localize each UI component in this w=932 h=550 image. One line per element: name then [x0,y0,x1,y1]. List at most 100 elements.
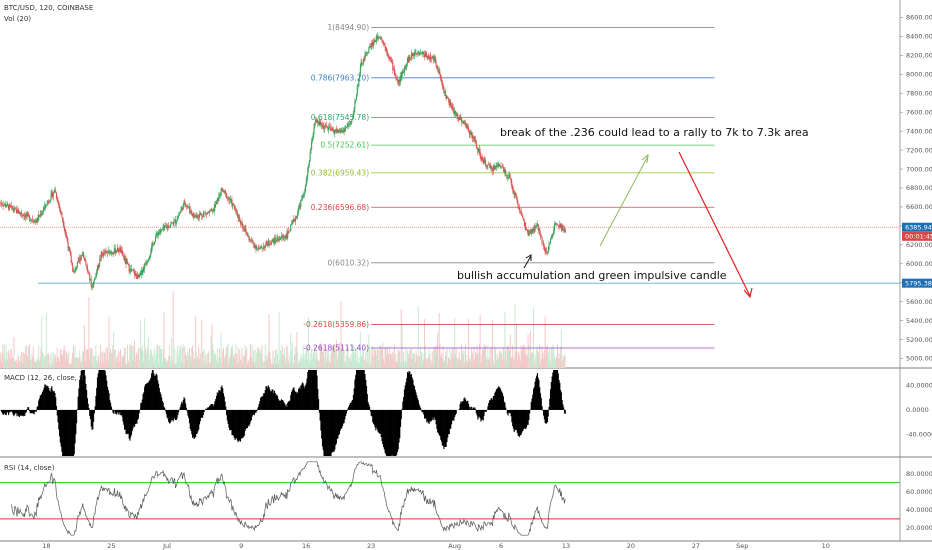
candle-body [154,237,157,242]
candle-body [382,41,384,42]
candle-body [495,165,497,168]
volume-bar [116,357,118,368]
macd-histogram-bar [297,392,299,410]
candle-body [215,201,218,205]
macd-histogram-bar [66,409,68,456]
volume-bar [94,356,96,368]
macd-histogram-bar [92,409,94,430]
volume-bar [250,356,252,368]
macd-histogram-bar [85,383,87,410]
candle-body [341,131,343,133]
macd-histogram-bar [77,396,79,410]
volume-bar [456,358,458,368]
volume-bar [393,354,395,368]
volume-bar [417,356,419,368]
candle-body [447,97,450,100]
macd-histogram-bar [177,409,179,416]
candle-body [556,223,558,225]
macd-histogram-bar [275,395,277,410]
price-tick-label: 6000.00 [906,260,932,268]
candle-body [106,251,108,253]
volume-bar [59,361,61,368]
macd-histogram-bar [120,409,122,416]
macd-histogram-bar [442,409,444,446]
candle-body [218,195,220,201]
macd-histogram-bar [482,409,484,421]
volume-bar [110,353,112,368]
volume-bar [334,344,336,368]
candle-body [214,204,216,208]
volume-bar [166,361,168,368]
volume-bar [132,360,134,368]
candle-body [443,87,445,93]
volume-bar [471,347,473,368]
volume-bar [378,361,380,368]
volume-bar [494,345,496,368]
candle-body [454,111,457,114]
volume-bar [440,353,442,368]
volume-bar [422,353,424,368]
volume-bar [382,342,384,368]
candle-body [183,201,185,204]
volume-bar [240,360,242,368]
macd-histogram-bar [268,387,270,410]
candle-body [76,267,78,270]
macd-histogram-bar [441,409,443,446]
volume-bar [497,359,499,368]
candle-body [209,210,211,213]
volume-bar [96,362,98,368]
volume-bar [364,360,366,368]
rsi-tick-label: 20.0000 [906,524,932,532]
candle-body [48,201,50,203]
volume-bar [472,359,474,368]
macd-histogram-bar [384,409,386,453]
candle-body [460,116,462,119]
candle-body [539,234,542,236]
volume-bar [229,354,231,368]
volume-bar [126,363,128,368]
macd-histogram-bar [36,406,38,410]
macd-histogram-bar [134,409,136,427]
volume-bar [228,363,230,368]
macd-histogram-bar [7,409,9,412]
macd-histogram-bar [404,385,406,410]
volume-bar [45,357,47,368]
candle-body [501,166,503,168]
macd-histogram-bar [277,399,279,410]
volume-bar [288,355,290,368]
volume-bar [236,362,238,368]
macd-histogram-bar [498,387,501,410]
candle-body [437,68,439,71]
volume-bar [71,358,73,368]
macd-histogram-bar [238,409,240,441]
volume-bar [39,356,41,368]
candle-body [41,213,43,216]
candle-body [406,63,408,67]
volume-bar [311,358,313,368]
candle-body [233,203,235,206]
macd-histogram-bar [321,409,324,447]
candle-body [416,53,418,54]
macd-histogram-bar [183,397,185,410]
macd-histogram-bar [90,409,92,427]
candle-body [120,250,122,253]
candle-body [253,242,255,245]
volume-bar [20,354,22,368]
macd-histogram-bar [203,409,205,412]
volume-bar [313,352,315,368]
volume-bar [105,347,107,368]
macd-histogram-bar [387,409,389,456]
volume-bar [115,361,117,368]
volume-bar [498,350,500,368]
candle-body [239,217,241,221]
candle-body [117,247,119,252]
volume-bar [420,346,422,368]
candle-body [46,202,48,206]
candle-body [79,257,81,261]
candle-body [213,207,215,212]
volume-bar [200,361,202,368]
candle-body [237,216,239,219]
volume-bar [433,346,435,368]
candle-body [283,236,285,238]
time-tick-label: 13 [562,542,570,550]
